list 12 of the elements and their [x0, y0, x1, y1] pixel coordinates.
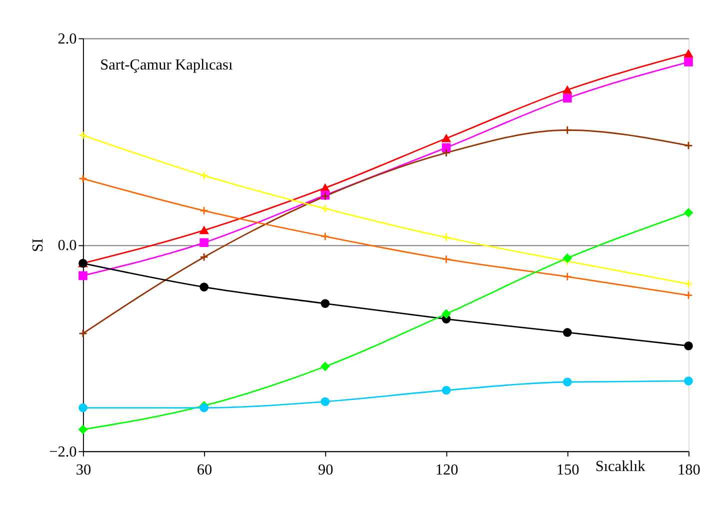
y-tick-label: 2.0: [58, 30, 78, 48]
text: Sart-Çamur Kaplıcası: [100, 56, 233, 74]
x-axis-title: Sıcaklık: [595, 458, 646, 476]
y-tick-label: −2.0: [49, 443, 78, 460]
x-tick-label: 180: [678, 462, 701, 479]
y-tick-label: 0.0: [58, 236, 78, 254]
y-axis-title: SI: [29, 238, 46, 252]
x-tick-label: 30: [76, 462, 92, 479]
x-tick-label: 120: [435, 462, 459, 479]
x-tick-label: 90: [318, 462, 334, 479]
x-tick-label: 150: [556, 462, 580, 479]
x-tick-label: 60: [196, 462, 213, 479]
